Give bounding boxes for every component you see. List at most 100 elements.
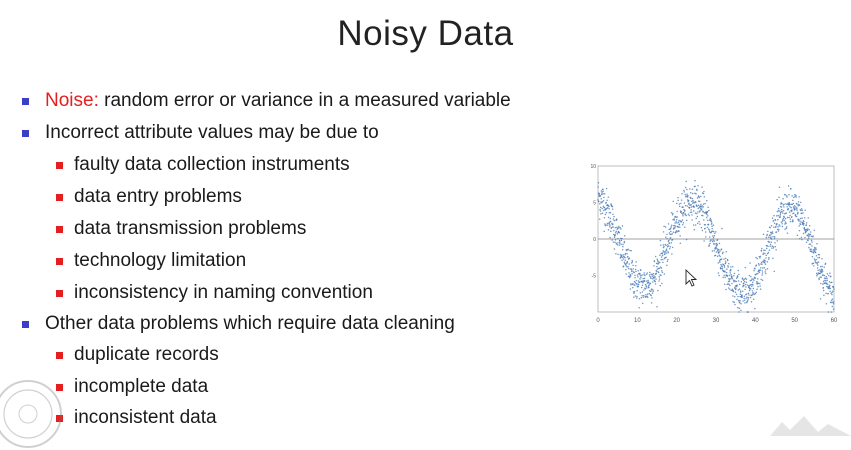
scatter-point [613, 236, 616, 238]
scatter-point [661, 252, 664, 255]
scatter-point [776, 228, 779, 231]
scatter-point [672, 200, 674, 203]
scatter-point [823, 277, 826, 279]
bullet-text: faulty data collection instruments [74, 154, 350, 175]
scatter-point [674, 226, 676, 229]
scatter-point [779, 213, 782, 216]
scatter-point [641, 302, 644, 305]
scatter-point [684, 209, 686, 212]
scatter-point [735, 293, 738, 296]
scatter-point [647, 281, 650, 283]
scatter-point [755, 264, 758, 266]
scatter-point [725, 250, 728, 253]
scatter-point [816, 261, 819, 264]
scatter-point [802, 224, 805, 226]
scatter-point [728, 280, 731, 282]
scatter-point [607, 207, 609, 209]
scatter-point [634, 295, 637, 297]
scatter-point [657, 289, 659, 292]
y-tick-label: 0 [593, 237, 596, 243]
scatter-point [697, 204, 700, 206]
scatter-point [619, 256, 622, 258]
scatter-point [832, 286, 835, 289]
scatter-point [757, 278, 759, 280]
scatter-point [782, 218, 784, 221]
scatter-point [753, 269, 755, 272]
scatter-point [678, 220, 680, 222]
scatter-point [600, 190, 603, 192]
scatter-point [802, 212, 804, 214]
scatter-point [773, 270, 776, 273]
scatter-point [605, 211, 608, 214]
scatter-point [822, 287, 825, 289]
scatter-point [690, 209, 692, 211]
scatter-point [601, 207, 603, 210]
scatter-point [721, 265, 723, 268]
scatter-point [687, 213, 690, 215]
scatter-point [658, 261, 661, 264]
scatter-point [729, 284, 731, 287]
scatter-point [601, 193, 603, 195]
scatter-point [605, 201, 608, 204]
scatter-point [702, 214, 704, 217]
scatter-point [780, 221, 783, 223]
scatter-point [669, 227, 672, 229]
scatter-point [734, 286, 736, 288]
scatter-point [771, 217, 774, 219]
scatter-point [634, 268, 637, 271]
scatter-point [831, 291, 833, 294]
scatter-point [702, 192, 705, 195]
scatter-point [629, 274, 632, 277]
scatter-point [713, 249, 715, 252]
scatter-point [783, 216, 786, 218]
scatter-point [781, 212, 784, 214]
scatter-point [701, 229, 704, 232]
scatter-point [780, 211, 782, 213]
scatter-point [600, 213, 602, 215]
scatter-point [597, 199, 599, 201]
scatter-point [705, 216, 708, 219]
scatter-point [696, 215, 699, 218]
scatter-point [817, 269, 819, 271]
scatter-point [715, 246, 717, 249]
bullet-prefix: Noise: [45, 90, 99, 111]
scatter-point [599, 208, 601, 211]
scatter-point [801, 209, 804, 211]
scatter-point [679, 219, 681, 222]
scatter-point [797, 211, 799, 214]
scatter-point [599, 202, 601, 205]
scatter-point [820, 282, 822, 285]
scatter-point [677, 196, 679, 199]
scatter-point [734, 291, 737, 293]
scatter-point [612, 233, 615, 236]
scatter-point [771, 231, 774, 233]
scatter-point [775, 226, 777, 228]
scatter-point [785, 226, 788, 228]
scatter-point [672, 231, 675, 233]
scatter-point [714, 232, 716, 235]
scatter-point [830, 311, 833, 313]
scatter-point [607, 196, 610, 198]
scatter-point [641, 294, 643, 297]
scatter-point [764, 252, 766, 255]
scatter-point [778, 196, 780, 199]
scatter-point [785, 222, 787, 225]
scatter-point [774, 245, 777, 248]
scatter-point [761, 274, 763, 276]
x-tick-label: 50 [791, 318, 798, 324]
scatter-point [751, 293, 754, 296]
scatter-point [775, 215, 778, 217]
scatter-point [628, 257, 631, 260]
scatter-point [781, 225, 784, 228]
scatter-point [688, 202, 690, 205]
scatter-point [829, 287, 832, 290]
scatter-point [734, 295, 736, 298]
scatter-point [762, 253, 764, 256]
scatter-point [672, 219, 674, 221]
scatter-point [720, 248, 723, 250]
scatter-point [623, 255, 625, 258]
scatter-point [771, 236, 773, 238]
scatter-point [743, 284, 745, 287]
scatter-point [786, 216, 789, 219]
scatter-point [767, 245, 769, 248]
